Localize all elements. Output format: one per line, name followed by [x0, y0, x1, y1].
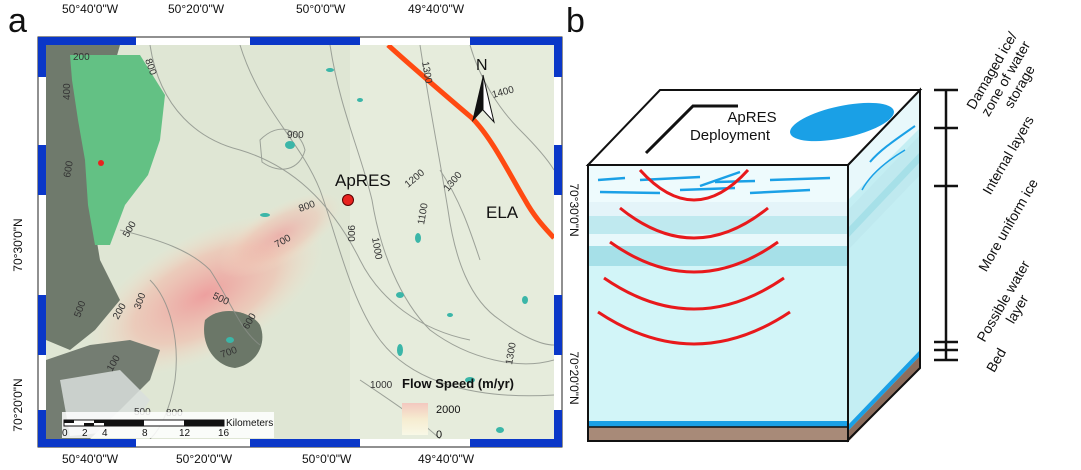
top-lon-labels: 50°40'0"W 50°20'0"W 50°0'0"W 49°40'0"W [62, 2, 465, 16]
scale-tick: 2 [82, 428, 88, 439]
apres-site-label: ApRES [335, 171, 391, 190]
legend-title: Flow Speed (m/yr) [402, 376, 514, 391]
zone-labels: Damaged ice/ zone of water storage Inter… [963, 29, 1048, 375]
ice-block-diagram: ApRES Deployment [588, 90, 920, 442]
zone-label-bed: Bed [983, 345, 1009, 375]
contour-label: 400 [62, 83, 73, 100]
scale-tick: 0 [62, 428, 68, 439]
scale-tick: 8 [142, 428, 148, 439]
scale-tick: 4 [102, 428, 108, 439]
scale-tick: 12 [179, 428, 191, 439]
right-lat-label: 70°20'0"N [567, 351, 581, 404]
left-lat-label: 70°20'0"N [11, 378, 25, 431]
scale-unit: Kilometers [226, 418, 273, 429]
bottom-lon-label: 50°20'0"W [176, 452, 233, 465]
left-lat-label: 70°30'0"N [11, 218, 25, 271]
right-lat-label: 70°30'0"N [567, 183, 581, 236]
contour-label: 1000 [370, 380, 393, 391]
deployment-label-line2: Deployment [690, 127, 771, 144]
contour-label: 200 [73, 52, 90, 63]
ela-label: ELA [486, 203, 519, 222]
north-label: N [476, 57, 488, 74]
contour-label: 900 [345, 225, 356, 242]
top-lon-label: 49°40'0"W [408, 2, 465, 16]
deployment-label-line1: ApRES [727, 109, 776, 126]
bottom-lon-labels: 50°40'0"W 50°20'0"W 50°0'0"W 49°40'0"W [62, 452, 475, 465]
panel-a-letter: a [8, 2, 27, 40]
bottom-lon-label: 50°40'0"W [62, 452, 119, 465]
apres-site-marker [343, 195, 354, 206]
bottom-lon-label: 50°0'0"W [302, 452, 352, 465]
scale-tick: 16 [218, 428, 230, 439]
top-lon-label: 50°0'0"W [296, 2, 346, 16]
legend-colorbar [402, 403, 428, 435]
zone-ruler [934, 90, 958, 360]
contour-label: 900 [287, 130, 304, 141]
legend-max: 2000 [436, 404, 460, 416]
top-lon-label: 50°20'0"W [168, 2, 225, 16]
bottom-lon-label: 49°40'0"W [418, 452, 475, 465]
panel-b-letter: b [566, 2, 585, 40]
scale-bar: Kilometers 0 2 4 8 12 16 [62, 412, 274, 439]
map-area: ApRES ELA 200 800 400 1300 1400 900 600 … [46, 45, 554, 441]
top-lon-label: 50°40'0"W [62, 2, 119, 16]
